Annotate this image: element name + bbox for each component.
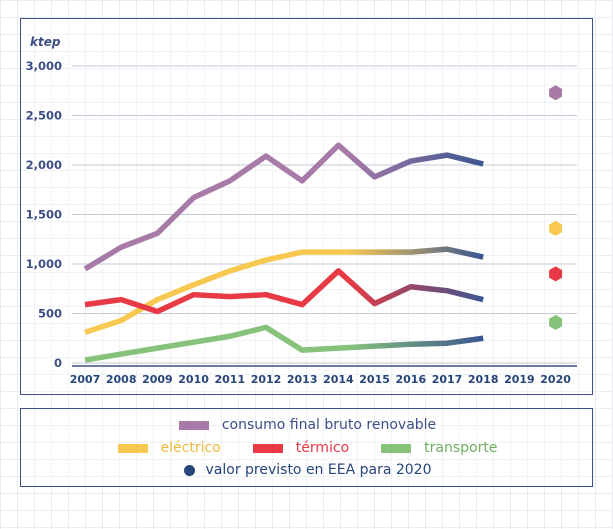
- legend-item-termico: térmico: [252, 440, 350, 456]
- legend-label-transporte: transporte: [424, 440, 498, 456]
- series-line: [84, 268, 484, 315]
- x-tick-label: 2009: [142, 373, 173, 386]
- x-tick-label: 2016: [395, 373, 426, 386]
- legend-label-electrico: eléctrico: [160, 440, 221, 456]
- legend-swatch-transporte: [381, 443, 412, 453]
- x-tick-label: 2019: [504, 373, 535, 386]
- series-line: [84, 324, 484, 363]
- legend-label-termico: térmico: [295, 440, 350, 456]
- legend-label-total: consumo final bruto renovable: [221, 417, 437, 433]
- y-tick-label: 0: [54, 356, 62, 370]
- x-tick-label: 2013: [287, 373, 318, 386]
- series-line: [84, 246, 484, 335]
- x-tick-label: 2014: [323, 373, 354, 386]
- y-tick-label: 2,500: [26, 109, 62, 123]
- line-chart: 0 500 1,000 1,500 2,000 2,500 3,000 ktep 2007 200…: [26, 35, 577, 386]
- legend-swatch-total: [178, 420, 209, 430]
- legend-target-marker-icon: [183, 464, 195, 476]
- y-tick-label: 1,000: [26, 257, 62, 271]
- legend-item-total: consumo final bruto renovable: [178, 417, 437, 433]
- x-tick-label: 2015: [359, 373, 390, 386]
- y-tick-label: 500: [38, 307, 62, 321]
- x-tick-label: 2017: [432, 373, 463, 386]
- legend-item-target: valor previsto en EEA para 2020: [183, 462, 432, 478]
- target-2020-marker: [549, 266, 563, 282]
- legend-swatch-electrico: [117, 443, 148, 453]
- x-tick-label: 2018: [468, 373, 499, 386]
- x-tick-label: 2020: [540, 373, 571, 386]
- chart-frame: [20, 18, 593, 395]
- x-tick-label: 2008: [106, 373, 137, 386]
- x-tick-label: 2012: [251, 373, 282, 386]
- y-tick-label: 3,000: [26, 59, 62, 73]
- legend-frame: consumo final bruto renovable eléctrico …: [20, 408, 593, 487]
- target-2020-marker: [549, 85, 563, 101]
- target-2020-marker: [549, 314, 563, 330]
- x-tick-label: 2007: [70, 373, 101, 386]
- x-tick-label: 2011: [214, 373, 245, 386]
- y-tick-label: 1,500: [26, 208, 62, 222]
- series-line: [83, 142, 484, 272]
- y-axis-unit-label: ktep: [30, 35, 61, 49]
- legend-row-components: eléctrico térmico transporte: [21, 440, 594, 456]
- target-2020-marker: [549, 220, 563, 236]
- y-tick-label: 2,000: [26, 158, 62, 172]
- legend-item-transporte: transporte: [381, 440, 497, 456]
- legend-row-target: valor previsto en EEA para 2020: [21, 462, 594, 478]
- legend-row-total: consumo final bruto renovable: [21, 417, 594, 433]
- x-tick-label: 2010: [178, 373, 209, 386]
- legend-label-target: valor previsto en EEA para 2020: [205, 462, 432, 478]
- legend-item-electrico: eléctrico: [117, 440, 221, 456]
- legend-swatch-termico: [252, 443, 283, 453]
